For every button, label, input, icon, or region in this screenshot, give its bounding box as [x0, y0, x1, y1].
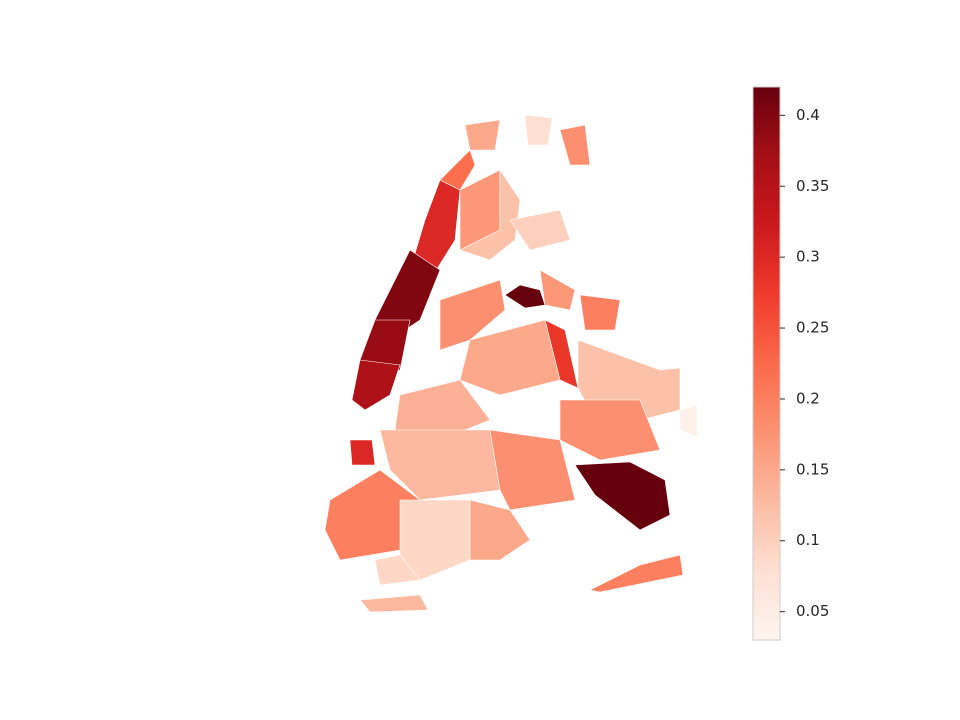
- zone: [379, 429, 501, 501]
- colorbar-tick-label: 0.35: [796, 177, 829, 195]
- zone: [459, 169, 521, 261]
- zone: [439, 279, 506, 351]
- colorbar-tick-label: 0.1: [796, 531, 820, 549]
- zone: [351, 359, 401, 411]
- zone: [679, 404, 698, 438]
- colorbar-tick-label: 0.4: [796, 106, 820, 124]
- colorbar: [752, 86, 781, 641]
- colorbar-axis: 0.05 0.1 0.15 0.2 0.25 0.3 0.35 0.4: [780, 106, 829, 620]
- zone: [349, 439, 376, 466]
- zone: [469, 499, 531, 561]
- colorbar-tick-label: 0.3: [796, 248, 820, 266]
- zone: [374, 554, 421, 586]
- colorbar-tick-label: 0.15: [796, 460, 829, 478]
- zone: [559, 399, 661, 461]
- zone: [559, 124, 591, 166]
- colorbar-tick-label: 0.05: [796, 602, 829, 620]
- zone: [464, 119, 501, 151]
- zone: [539, 269, 576, 311]
- map: [324, 114, 698, 613]
- zone: [579, 294, 621, 331]
- colorbar-tick-label: 0.25: [796, 319, 829, 337]
- zone: [459, 319, 561, 396]
- zone: [524, 114, 553, 146]
- zone: [574, 461, 671, 531]
- zone: [504, 284, 546, 309]
- zone: [589, 554, 684, 593]
- colorbar-tick-label: 0.2: [796, 389, 820, 407]
- zone: [399, 499, 471, 581]
- zone: [489, 429, 576, 511]
- zone: [359, 594, 429, 613]
- zone: [439, 149, 476, 191]
- zone: [509, 209, 571, 251]
